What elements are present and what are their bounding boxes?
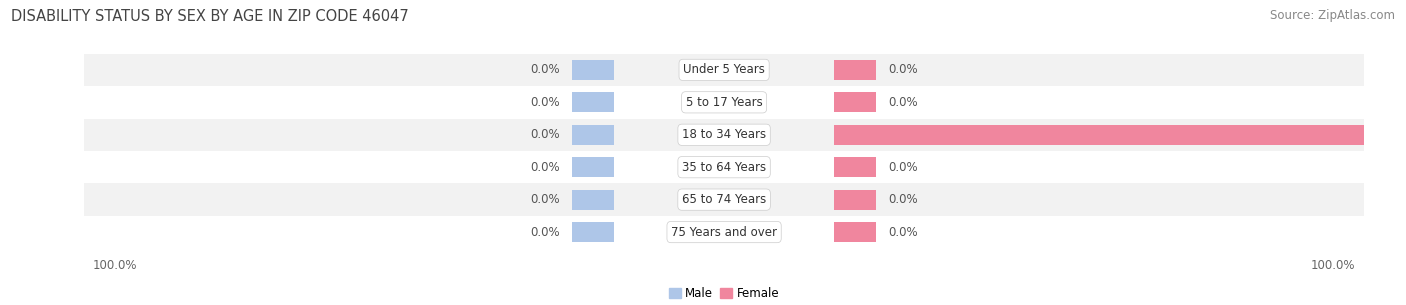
Bar (834, 190, 876, 210)
Bar (834, 92, 876, 112)
Text: 0.0%: 0.0% (889, 193, 918, 206)
Text: 0.0%: 0.0% (530, 193, 560, 206)
Text: 0.0%: 0.0% (530, 63, 560, 76)
Text: Under 5 Years: Under 5 Years (683, 63, 765, 76)
Bar (84, 54, 1364, 86)
Legend: Male, Female: Male, Female (664, 282, 785, 304)
Text: 5 to 17 Years: 5 to 17 Years (686, 96, 762, 109)
Text: 0.0%: 0.0% (889, 96, 918, 109)
Bar (84, 216, 1364, 248)
Text: DISABILITY STATUS BY SEX BY AGE IN ZIP CODE 46047: DISABILITY STATUS BY SEX BY AGE IN ZIP C… (11, 9, 409, 24)
Text: 65 to 74 Years: 65 to 74 Years (682, 193, 766, 206)
Bar (572, 190, 614, 210)
Bar (834, 157, 876, 177)
Bar (84, 151, 1364, 183)
Bar (834, 222, 876, 242)
Text: 0.0%: 0.0% (889, 226, 918, 239)
Text: 0.0%: 0.0% (530, 128, 560, 141)
Bar (572, 92, 614, 112)
Text: Source: ZipAtlas.com: Source: ZipAtlas.com (1270, 9, 1395, 22)
Bar (84, 86, 1364, 119)
Bar (572, 60, 614, 80)
Bar (84, 119, 1364, 151)
Text: 75 Years and over: 75 Years and over (671, 226, 778, 239)
Text: 18 to 34 Years: 18 to 34 Years (682, 128, 766, 141)
Bar (834, 60, 876, 80)
Bar (572, 222, 614, 242)
Bar (572, 157, 614, 177)
Bar (572, 125, 614, 145)
Text: 0.0%: 0.0% (889, 63, 918, 76)
Text: 0.0%: 0.0% (530, 226, 560, 239)
Text: 0.0%: 0.0% (889, 161, 918, 174)
Bar (834, 125, 1406, 145)
Text: 0.0%: 0.0% (530, 161, 560, 174)
Text: 0.0%: 0.0% (530, 96, 560, 109)
Bar (84, 183, 1364, 216)
Text: 35 to 64 Years: 35 to 64 Years (682, 161, 766, 174)
